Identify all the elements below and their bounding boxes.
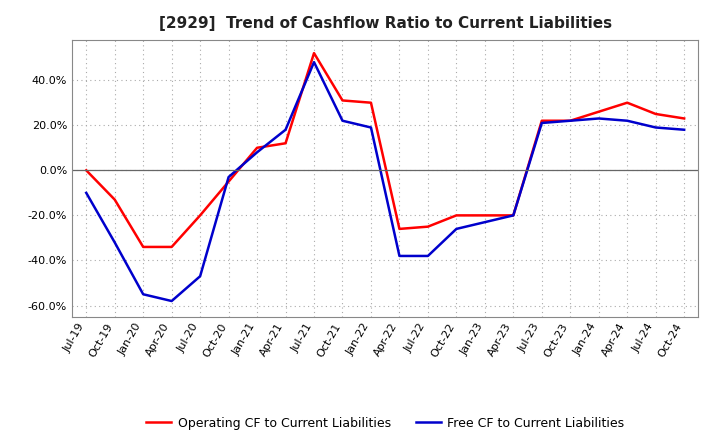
Operating CF to Current Liabilities bbox=[253, 145, 261, 150]
Operating CF to Current Liabilities bbox=[338, 98, 347, 103]
Operating CF to Current Liabilities bbox=[423, 224, 432, 229]
Free CF to Current Liabilities bbox=[395, 253, 404, 259]
Operating CF to Current Liabilities bbox=[196, 213, 204, 218]
Operating CF to Current Liabilities bbox=[595, 109, 603, 114]
Operating CF to Current Liabilities bbox=[566, 118, 575, 123]
Legend: Operating CF to Current Liabilities, Free CF to Current Liabilities: Operating CF to Current Liabilities, Fre… bbox=[141, 412, 629, 435]
Operating CF to Current Liabilities bbox=[395, 226, 404, 231]
Operating CF to Current Liabilities bbox=[509, 213, 518, 218]
Operating CF to Current Liabilities bbox=[225, 179, 233, 184]
Free CF to Current Liabilities bbox=[282, 127, 290, 132]
Operating CF to Current Liabilities bbox=[652, 111, 660, 117]
Free CF to Current Liabilities bbox=[253, 150, 261, 155]
Free CF to Current Liabilities bbox=[537, 121, 546, 126]
Line: Free CF to Current Liabilities: Free CF to Current Liabilities bbox=[86, 62, 684, 301]
Free CF to Current Liabilities bbox=[110, 240, 119, 245]
Free CF to Current Liabilities bbox=[509, 213, 518, 218]
Title: [2929]  Trend of Cashflow Ratio to Current Liabilities: [2929] Trend of Cashflow Ratio to Curren… bbox=[158, 16, 612, 32]
Operating CF to Current Liabilities bbox=[480, 213, 489, 218]
Operating CF to Current Liabilities bbox=[366, 100, 375, 105]
Free CF to Current Liabilities bbox=[595, 116, 603, 121]
Free CF to Current Liabilities bbox=[167, 298, 176, 304]
Free CF to Current Liabilities bbox=[338, 118, 347, 123]
Free CF to Current Liabilities bbox=[652, 125, 660, 130]
Free CF to Current Liabilities bbox=[480, 220, 489, 225]
Operating CF to Current Liabilities bbox=[282, 141, 290, 146]
Free CF to Current Liabilities bbox=[680, 127, 688, 132]
Free CF to Current Liabilities bbox=[566, 118, 575, 123]
Operating CF to Current Liabilities bbox=[623, 100, 631, 105]
Operating CF to Current Liabilities bbox=[452, 213, 461, 218]
Free CF to Current Liabilities bbox=[366, 125, 375, 130]
Operating CF to Current Liabilities bbox=[110, 197, 119, 202]
Free CF to Current Liabilities bbox=[310, 59, 318, 65]
Free CF to Current Liabilities bbox=[452, 226, 461, 231]
Operating CF to Current Liabilities bbox=[537, 118, 546, 123]
Operating CF to Current Liabilities bbox=[82, 168, 91, 173]
Operating CF to Current Liabilities bbox=[310, 51, 318, 56]
Free CF to Current Liabilities bbox=[225, 174, 233, 180]
Operating CF to Current Liabilities bbox=[139, 244, 148, 249]
Free CF to Current Liabilities bbox=[423, 253, 432, 259]
Free CF to Current Liabilities bbox=[139, 292, 148, 297]
Free CF to Current Liabilities bbox=[196, 274, 204, 279]
Operating CF to Current Liabilities bbox=[167, 244, 176, 249]
Free CF to Current Liabilities bbox=[82, 190, 91, 195]
Free CF to Current Liabilities bbox=[623, 118, 631, 123]
Line: Operating CF to Current Liabilities: Operating CF to Current Liabilities bbox=[86, 53, 684, 247]
Operating CF to Current Liabilities bbox=[680, 116, 688, 121]
